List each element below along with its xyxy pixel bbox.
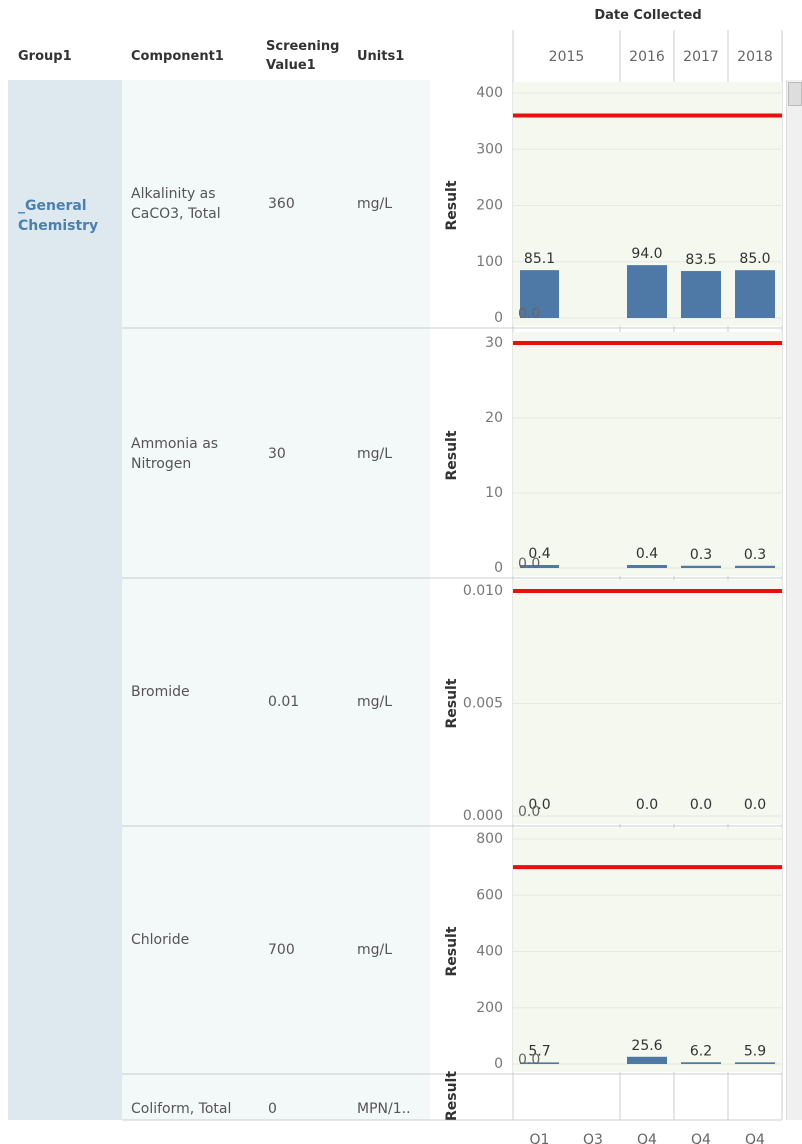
data-label: 5.7: [528, 1043, 550, 1059]
data-label: 0.0: [690, 797, 712, 813]
y-tick-label: 400: [476, 944, 503, 960]
data-label: 6.2: [690, 1043, 712, 1059]
units: mg/L: [357, 694, 393, 710]
scrollbar: [786, 80, 802, 1120]
y-axis-label: Result: [444, 430, 460, 480]
year-label: 2015: [549, 49, 585, 65]
header-group: Group1: [18, 49, 72, 64]
data-label: 0.0: [744, 797, 766, 813]
data-label: 0.0: [528, 797, 550, 813]
bar: [735, 270, 775, 318]
x-tick-label: Q4: [637, 1132, 657, 1144]
screening-value: 30: [268, 446, 286, 462]
plot-background: [513, 332, 782, 576]
y-tick-label: 0.000: [463, 808, 503, 824]
header-units: Units1: [357, 49, 405, 64]
y-tick-label: 200: [476, 198, 503, 214]
data-label: 83.5: [685, 252, 716, 268]
group-cell: [8, 80, 122, 1120]
units: mg/L: [357, 196, 393, 212]
data-label: 85.0: [739, 251, 770, 267]
data-label: 0.3: [690, 547, 712, 563]
data-label: 0.4: [528, 546, 550, 562]
x-tick-label: Q1: [530, 1132, 550, 1144]
data-label: 0.3: [744, 547, 766, 563]
y-tick-label: 0: [494, 560, 503, 576]
group-name[interactable]: _General Chemistry: [18, 198, 99, 234]
y-axis-label: Result: [444, 1071, 460, 1121]
bar: [681, 1062, 721, 1064]
y-tick-label: 300: [476, 141, 503, 157]
header-component: Component1: [131, 49, 224, 64]
plot-background: [513, 828, 782, 1072]
y-tick-label: 30: [485, 335, 503, 351]
component: Bromide: [131, 684, 190, 700]
data-label: 0.0: [636, 797, 658, 813]
screening-value: 700: [268, 942, 295, 958]
x-tick-label: Q3: [583, 1132, 603, 1144]
bar: [627, 1056, 667, 1064]
bar: [735, 1062, 775, 1064]
units: mg/L: [357, 446, 393, 462]
screening-value: 360: [268, 196, 295, 212]
bar: [735, 565, 775, 568]
y-tick-label: 800: [476, 831, 503, 847]
data-label: 5.9: [744, 1043, 766, 1059]
header-screening: Screening Value1: [266, 39, 340, 73]
left-panel: [122, 80, 430, 1120]
y-axis-label: Result: [444, 180, 460, 230]
y-tick-label: 600: [476, 887, 503, 903]
y-tick-label: 0: [494, 1056, 503, 1072]
x-tick-label: Q4: [745, 1132, 765, 1144]
year-label: 2016: [629, 49, 665, 65]
screening-value: 0.01: [268, 694, 300, 710]
y-tick-label: 10: [485, 485, 503, 501]
component: Alkalinity as CaCO3, Total: [131, 186, 221, 222]
year-label: 2017: [683, 49, 719, 65]
header-date: Date Collected: [594, 8, 702, 23]
units: MPN/1..: [357, 1101, 411, 1117]
bar: [520, 270, 559, 318]
data-label: 0.4: [636, 546, 658, 562]
overlay-label: 0.0: [518, 556, 540, 572]
units: mg/L: [357, 942, 393, 958]
screening-value: 0: [268, 1101, 277, 1117]
overlay-label: 0.0: [518, 306, 540, 322]
component: Coliform, Total: [131, 1101, 232, 1117]
data-label: 85.1: [524, 251, 555, 267]
y-axis-label: Result: [444, 678, 460, 728]
x-tick-label: Q4: [691, 1132, 711, 1144]
component: Ammonia as Nitrogen: [131, 436, 219, 472]
y-tick-label: 200: [476, 1000, 503, 1016]
overlay-label: 0.0: [518, 804, 540, 820]
data-label: 25.6: [631, 1038, 662, 1054]
bar: [627, 565, 667, 568]
overlay-label: 0.0: [518, 1052, 540, 1068]
bar: [520, 1062, 559, 1064]
y-tick-label: 0.010: [463, 583, 503, 599]
y-tick-label: 400: [476, 85, 503, 101]
scroll-thumb[interactable]: [788, 82, 802, 106]
bar: [681, 271, 721, 318]
y-tick-label: 0: [494, 310, 503, 326]
plot-background: [513, 580, 782, 824]
data-label: 94.0: [631, 246, 662, 262]
year-label: 2018: [737, 49, 773, 65]
y-tick-label: 100: [476, 254, 503, 270]
bar: [520, 565, 559, 568]
y-axis-label: Result: [444, 926, 460, 976]
bar: [681, 565, 721, 568]
bar: [627, 265, 667, 318]
y-tick-label: 0.005: [463, 696, 503, 712]
component: Chloride: [131, 932, 190, 948]
y-tick-label: 20: [485, 410, 503, 426]
